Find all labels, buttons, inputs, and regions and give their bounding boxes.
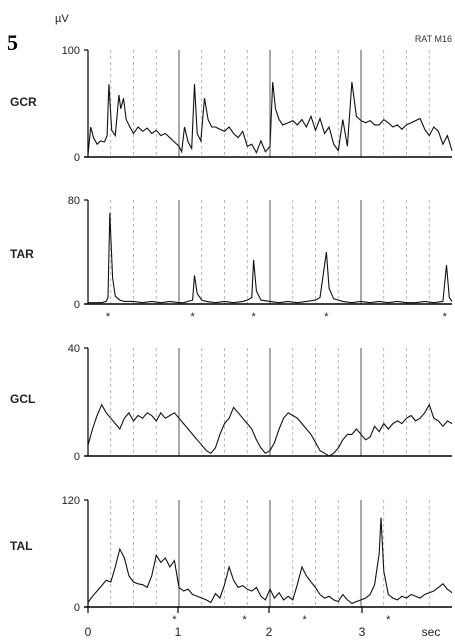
panel-gcl: 40 0 GCL: [10, 343, 453, 463]
panel-tar: 80 0 TAR * * * * *: [10, 195, 453, 323]
y-tick-label-min: 0: [74, 451, 80, 463]
panel-number: 5: [7, 30, 18, 55]
channel-label-gcr: GCR: [10, 95, 37, 109]
stimulus-marker: *: [191, 311, 196, 323]
x-tick-label: 0: [85, 625, 92, 639]
time-unit-label: sec: [422, 625, 441, 639]
panel-tal: 120 0 TAL * * * *: [10, 495, 453, 626]
panel-gcr: 100 0 GCR: [10, 45, 453, 164]
trace-gcl: [87, 403, 453, 457]
y-tick-label-max: 100: [62, 45, 80, 57]
y-tick-label-max: 40: [68, 343, 80, 355]
stimulus-marker: *: [324, 311, 329, 323]
stimulus-marker: *: [242, 614, 247, 626]
x-tick-label: 3: [359, 625, 366, 639]
channel-label-tal: TAL: [10, 539, 32, 553]
stimulus-marker: *: [386, 614, 391, 626]
channel-label-gcl: GCL: [10, 392, 35, 406]
y-tick-label-min: 0: [74, 152, 80, 164]
stimulus-marker: *: [443, 311, 448, 323]
x-tick-label: 1: [175, 625, 182, 639]
y-tick-label-max: 80: [68, 195, 80, 207]
trace-tar: [88, 212, 453, 304]
stimulus-marker: *: [172, 614, 177, 626]
unit-label: µV: [55, 13, 69, 25]
stimulus-marker: *: [251, 311, 256, 323]
y-tick-label-min: 0: [74, 299, 80, 311]
stimulus-marker: *: [302, 614, 307, 626]
trace-gcr: [87, 82, 453, 155]
y-tick-label-min: 0: [74, 602, 80, 614]
channel-label-tar: TAR: [10, 247, 34, 261]
subject-label: RAT M16: [415, 34, 452, 44]
stimulus-marker: *: [106, 311, 111, 323]
y-tick-label-max: 120: [62, 495, 80, 507]
time-axis: 0 1 2 3: [85, 607, 366, 639]
panels-group: 100 0 GCR 80 0 TAR * * * * * 40 0 GCL 120 0 TAL * * * *: [10, 45, 453, 626]
x-tick-label: 2: [266, 625, 273, 639]
trace-tal: [87, 517, 453, 605]
